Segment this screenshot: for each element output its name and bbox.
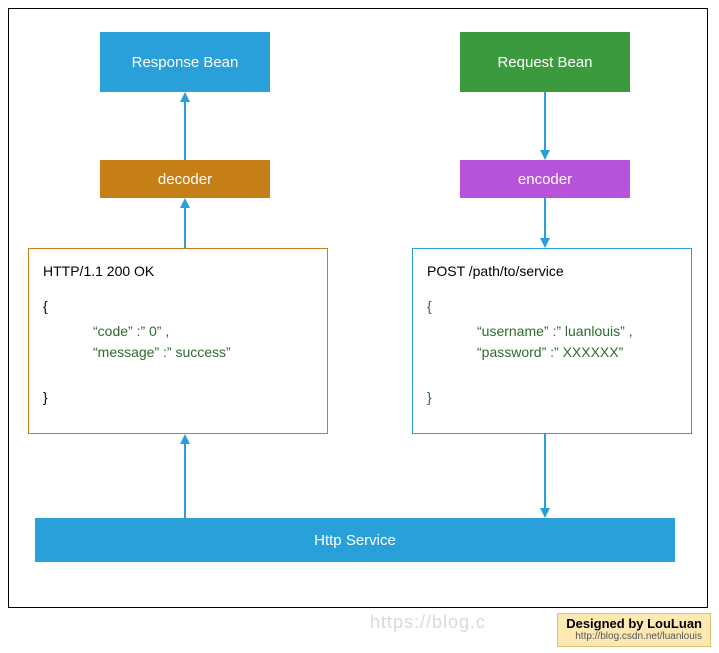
json-brace-open: { — [427, 296, 677, 317]
request-content-box: POST /path/to/service { “username” :” lu… — [412, 248, 692, 434]
node-encoder: encoder — [460, 160, 630, 198]
node-request-bean: Request Bean — [460, 32, 630, 92]
node-decoder: decoder — [100, 160, 270, 198]
arrow-head-icon — [180, 434, 190, 444]
arrow-line — [544, 92, 546, 150]
arrow-line — [184, 208, 186, 248]
arrow-head-icon — [180, 198, 190, 208]
node-label: Response Bean — [132, 54, 239, 71]
json-brace-open: { — [43, 296, 313, 317]
node-http-service: Http Service — [35, 518, 675, 562]
node-label: encoder — [518, 171, 572, 188]
node-label: Request Bean — [497, 54, 592, 71]
arrow-head-icon — [540, 508, 550, 518]
arrow-line — [544, 198, 546, 238]
json-brace-close: } — [43, 387, 313, 408]
json-line: “username” :” luanlouis” , — [427, 321, 677, 342]
json-brace-close: } — [427, 387, 677, 408]
arrow-head-icon — [180, 92, 190, 102]
credit-url: http://blog.csdn.net/luanlouis — [566, 631, 702, 642]
response-content-box: HTTP/1.1 200 OK { “code” :” 0” , “messag… — [28, 248, 328, 434]
node-label: Http Service — [314, 532, 396, 549]
json-line: “message” :” success” — [43, 342, 313, 363]
node-label: decoder — [158, 171, 212, 188]
arrow-line — [184, 444, 186, 518]
arrow-line — [184, 102, 186, 160]
arrow-head-icon — [540, 150, 550, 160]
arrow-line — [544, 434, 546, 508]
http-status-line: HTTP/1.1 200 OK — [43, 261, 313, 282]
node-response-bean: Response Bean — [100, 32, 270, 92]
json-line: “code” :” 0” , — [43, 321, 313, 342]
credit-badge: Designed by LouLuan http://blog.csdn.net… — [557, 613, 711, 647]
watermark-text: https://blog.c — [370, 612, 486, 633]
credit-title: Designed by LouLuan — [566, 616, 702, 631]
arrow-head-icon — [540, 238, 550, 248]
http-request-line: POST /path/to/service — [427, 261, 677, 282]
json-line: “password” :” XXXXXX” — [427, 342, 677, 363]
